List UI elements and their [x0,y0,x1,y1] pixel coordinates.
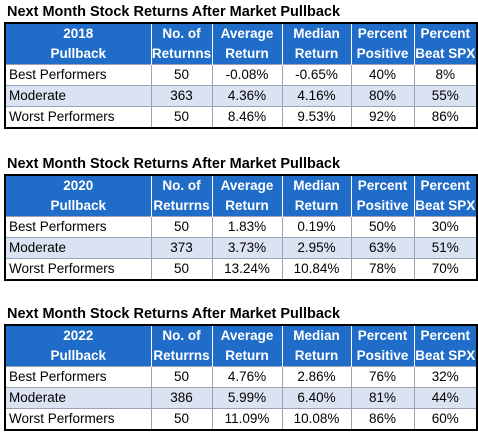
header-row: 2018 Pullback No. of Returnns Average Retur… [4,23,478,65]
cell-median-return: 4.16% [281,85,352,107]
header-average-return: Average Return [211,325,283,367]
cell-median-return: 6.40% [281,387,352,409]
header-percent-beat-spx: Percent Beat SPX [413,325,478,367]
table-row: Moderate 363 4.36% 4.16% 80% 55% [4,85,478,107]
cell-percent-positive: 80% [350,85,415,107]
cell-average-return: 8.46% [211,106,283,129]
cell-percent-positive: 81% [350,387,415,409]
cell-percent-positive: 63% [350,237,415,259]
table-title: Next Month Stock Returns After Market Pu… [7,156,341,172]
returns-table-2018: 2018 Pullback No. of Returnns Average Retur… [4,22,478,129]
cell-average-return: 11.09% [211,408,283,431]
row-label: Worst Performers [4,258,152,281]
cell-percent-beat-spx: 86% [413,106,478,129]
cell-median-return: 2.95% [281,237,352,259]
cell-median-return: -0.65% [281,64,352,86]
cell-num-returns: 50 [150,106,213,129]
cell-percent-beat-spx: 51% [413,237,478,259]
cell-percent-positive: 40% [350,64,415,86]
table-row: Worst Performers 50 13.24% 10.84% 78% 70… [4,258,478,281]
cell-percent-beat-spx: 60% [413,408,478,431]
row-label: Best Performers [4,366,152,388]
cell-percent-positive: 78% [350,258,415,281]
header-num-returns: No. of Returrns [150,325,213,367]
header-row: 2022 Pullback No. of Returrns Average Retur… [4,325,478,367]
row-label: Moderate [4,237,152,259]
cell-num-returns: 50 [150,408,213,431]
cell-average-return: 4.76% [211,366,283,388]
returns-table-2022: 2022 Pullback No. of Returrns Average Retur… [4,324,478,431]
table-title: Next Month Stock Returns After Market Pu… [7,306,341,322]
cell-average-return: 1.83% [211,216,283,238]
table-row: Best Performers 50 -0.08% -0.65% 40% 8% [4,64,478,86]
cell-num-returns: 50 [150,216,213,238]
table-block-2018: Next Month Stock Returns After Market Pu… [4,2,478,129]
header-average-return: Average Return [211,23,283,65]
table-block-2022: Next Month Stock Returns After Market Pu… [4,304,478,431]
cell-percent-positive: 50% [350,216,415,238]
cell-median-return: 2.86% [281,366,352,388]
cell-num-returns: 50 [150,64,213,86]
cell-num-returns: 373 [150,237,213,259]
cell-num-returns: 363 [150,85,213,107]
cell-median-return: 10.84% [281,258,352,281]
table-block-2020: Next Month Stock Returns After Market Pu… [4,154,478,281]
header-num-returns: No. of Returrns [150,175,213,217]
cell-percent-beat-spx: 32% [413,366,478,388]
table-row: Worst Performers 50 11.09% 10.08% 86% 60… [4,408,478,431]
table-row: Moderate 386 5.99% 6.40% 81% 44% [4,387,478,409]
header-year-pullback: 2022 Pullback [4,325,152,367]
cell-num-returns: 50 [150,366,213,388]
table-row: Best Performers 50 1.83% 0.19% 50% 30% [4,216,478,238]
table-row: Best Performers 50 4.76% 2.86% 76% 32% [4,366,478,388]
cell-median-return: 10.08% [281,408,352,431]
header-row: 2020 Pullback No. of Returrns Average Retur… [4,175,478,217]
header-percent-positive: Percent Positive [350,175,415,217]
header-median-return: Median Return [281,175,352,217]
table-row: Moderate 373 3.73% 2.95% 63% 51% [4,237,478,259]
header-percent-positive: Percent Positive [350,23,415,65]
cell-percent-positive: 76% [350,366,415,388]
cell-average-return: 5.99% [211,387,283,409]
header-year-pullback: 2018 Pullback [4,23,152,65]
cell-percent-beat-spx: 8% [413,64,478,86]
returns-table-2020: 2020 Pullback No. of Returrns Average Retur… [4,174,478,281]
cell-percent-positive: 92% [350,106,415,129]
cell-percent-beat-spx: 30% [413,216,478,238]
header-median-return: Median Return [281,325,352,367]
cell-percent-positive: 86% [350,408,415,431]
table-title: Next Month Stock Returns After Market Pu… [7,4,341,20]
row-label: Moderate [4,387,152,409]
row-label: Best Performers [4,216,152,238]
cell-percent-beat-spx: 70% [413,258,478,281]
header-year-pullback: 2020 Pullback [4,175,152,217]
cell-average-return: 4.36% [211,85,283,107]
header-percent-positive: Percent Positive [350,325,415,367]
row-label: Worst Performers [4,106,152,129]
cell-num-returns: 50 [150,258,213,281]
header-percent-beat-spx: Percent Beat SPX [413,23,478,65]
row-label: Best Performers [4,64,152,86]
header-percent-beat-spx: Percent Beat SPX [413,175,478,217]
header-num-returns: No. of Returnns [150,23,213,65]
header-average-return: Average Return [211,175,283,217]
cell-average-return: 13.24% [211,258,283,281]
cell-percent-beat-spx: 55% [413,85,478,107]
cell-average-return: -0.08% [211,64,283,86]
header-median-return: Median Return [281,23,352,65]
cell-average-return: 3.73% [211,237,283,259]
row-label: Worst Performers [4,408,152,431]
cell-percent-beat-spx: 44% [413,387,478,409]
cell-median-return: 9.53% [281,106,352,129]
cell-num-returns: 386 [150,387,213,409]
table-row: Worst Performers 50 8.46% 9.53% 92% 86% [4,106,478,129]
row-label: Moderate [4,85,152,107]
cell-median-return: 0.19% [281,216,352,238]
